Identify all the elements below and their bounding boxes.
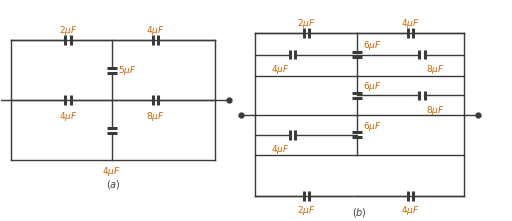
Text: $2\mu F$: $2\mu F$ — [297, 204, 315, 217]
Text: $6\mu F$: $6\mu F$ — [363, 120, 382, 133]
Text: $4\mu F$: $4\mu F$ — [401, 204, 420, 217]
Text: $(b)$: $(b)$ — [352, 206, 367, 219]
Text: $2\mu F$: $2\mu F$ — [59, 24, 77, 37]
Text: $8\mu F$: $8\mu F$ — [146, 110, 165, 123]
Text: $4\mu F$: $4\mu F$ — [401, 17, 420, 30]
Text: $6\mu F$: $6\mu F$ — [363, 80, 382, 93]
Text: $8\mu F$: $8\mu F$ — [426, 103, 445, 116]
Text: $5\mu F$: $5\mu F$ — [118, 64, 137, 77]
Text: $4\mu F$: $4\mu F$ — [59, 110, 77, 123]
Text: $6\mu F$: $6\mu F$ — [363, 39, 382, 52]
Text: $8\mu F$: $8\mu F$ — [426, 63, 445, 76]
Text: $4\mu F$: $4\mu F$ — [271, 143, 290, 156]
Text: $4\mu F$: $4\mu F$ — [102, 165, 121, 177]
Text: $(a)$: $(a)$ — [105, 179, 120, 191]
Text: $2\mu F$: $2\mu F$ — [297, 17, 315, 30]
Text: $4\mu F$: $4\mu F$ — [271, 63, 290, 76]
Text: $4\mu F$: $4\mu F$ — [146, 24, 165, 37]
